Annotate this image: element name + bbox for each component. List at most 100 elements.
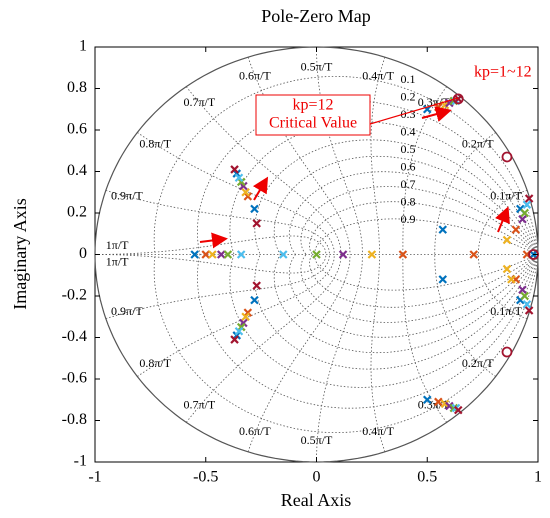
y-tick-label: -0.4 — [62, 328, 87, 345]
pole — [232, 331, 242, 340]
pole — [520, 208, 529, 218]
y-tick-label: -0.6 — [62, 370, 87, 387]
frequency-line — [137, 254, 335, 377]
frequency-label: 1π/T — [106, 255, 129, 269]
damping-label: 0.8 — [401, 194, 416, 208]
pole — [502, 235, 512, 245]
frequency-label: 0.7π/T — [183, 397, 215, 411]
frequency-line — [105, 254, 330, 319]
y-tick-label: -0.2 — [62, 287, 87, 304]
frequency-line — [402, 86, 448, 255]
x-tick-label: 0 — [313, 469, 321, 486]
frequency-line — [370, 57, 386, 255]
pole — [524, 306, 534, 315]
pole — [250, 295, 259, 305]
x-tick-label: -1 — [88, 469, 101, 486]
pole — [216, 250, 226, 259]
annotation: kp=1~12 — [474, 64, 532, 81]
pole — [250, 204, 259, 214]
pole — [241, 187, 250, 197]
damping-label: 0.6 — [401, 159, 416, 173]
arrow — [199, 232, 228, 249]
y-tick-label: 1 — [79, 38, 87, 55]
pole — [440, 399, 450, 409]
pole — [445, 401, 454, 411]
damping-line — [288, 171, 539, 255]
frequency-line — [316, 254, 363, 462]
pole — [434, 397, 443, 407]
pole — [449, 403, 459, 413]
frequency-label: 0.1π/T — [490, 304, 522, 318]
damping-label: 0.9 — [401, 212, 416, 226]
y-tick-label: -0.8 — [62, 411, 87, 428]
y-tick-label: 0.4 — [67, 162, 87, 179]
pole — [511, 225, 521, 234]
y-tick-label: 0 — [79, 245, 87, 262]
frequency-line — [247, 254, 351, 452]
damping-label: 0.4 — [401, 124, 416, 138]
zero — [501, 151, 513, 163]
pole — [398, 250, 408, 259]
damping-label: 0.7 — [401, 177, 416, 191]
damping-label: 0.2 — [401, 89, 416, 103]
frequency-line — [247, 57, 351, 255]
pole — [252, 281, 261, 290]
y-tick-label: -1 — [74, 453, 87, 470]
frequency-label: 0.4π/T — [362, 69, 394, 83]
x-tick-label: 0.5 — [417, 469, 437, 486]
damping-line — [273, 155, 539, 255]
damping-line — [197, 254, 539, 409]
annotation-box — [255, 94, 371, 136]
frequency-label: 0.6π/T — [239, 69, 271, 83]
frequency-label: 1π/T — [106, 238, 129, 252]
frequency-label: 0.1π/T — [490, 189, 522, 203]
frequency-label: 0.2π/T — [462, 136, 494, 150]
frequency-label: 0.6π/T — [239, 424, 271, 438]
zero — [501, 346, 513, 358]
y-tick-label: 0.8 — [67, 79, 87, 96]
pole — [453, 94, 463, 104]
frequency-label: 0.8π/T — [139, 356, 171, 370]
frequency-line — [477, 254, 528, 319]
damping-line — [309, 201, 539, 255]
pole — [230, 335, 239, 344]
pole — [234, 173, 244, 183]
pole — [236, 322, 246, 332]
pole — [236, 177, 246, 187]
pole — [190, 250, 199, 259]
x-axis-label: Real Axis — [281, 490, 352, 510]
frequency-label: 0.2π/T — [462, 356, 494, 370]
pole — [201, 250, 211, 259]
annotation: Critical Value — [269, 115, 357, 132]
y-tick-label: 0.6 — [67, 121, 87, 138]
pole — [518, 285, 527, 295]
frequency-line — [137, 132, 335, 255]
zero — [528, 249, 539, 260]
frequency-line — [105, 190, 330, 255]
damping-line — [273, 254, 539, 354]
annotation-line — [369, 97, 459, 125]
pole — [278, 250, 288, 259]
frequency-label: 0.5π/T — [301, 60, 333, 74]
pole — [469, 250, 479, 259]
frequency-line — [434, 254, 496, 377]
frequency-label: 0.5π/T — [301, 433, 333, 447]
pole — [239, 181, 248, 191]
pole — [232, 169, 242, 178]
frequency-label: 0.3π/T — [418, 95, 450, 109]
pole — [522, 200, 532, 209]
pole — [236, 250, 246, 259]
arrow — [252, 176, 269, 201]
x-tick-label: -0.5 — [193, 469, 218, 486]
damping-line — [309, 254, 539, 308]
pole — [522, 300, 532, 309]
frequency-label: 0.4π/T — [362, 424, 394, 438]
frequency-label: 0.8π/T — [139, 136, 171, 150]
pole — [518, 214, 527, 224]
frequency-label: 0.9π/T — [111, 304, 143, 318]
pole — [243, 308, 253, 317]
damping-label: 0.3 — [401, 107, 416, 121]
y-axis-label: Imaginary Axis — [10, 198, 30, 309]
y-tick-label: 0.2 — [67, 204, 87, 221]
